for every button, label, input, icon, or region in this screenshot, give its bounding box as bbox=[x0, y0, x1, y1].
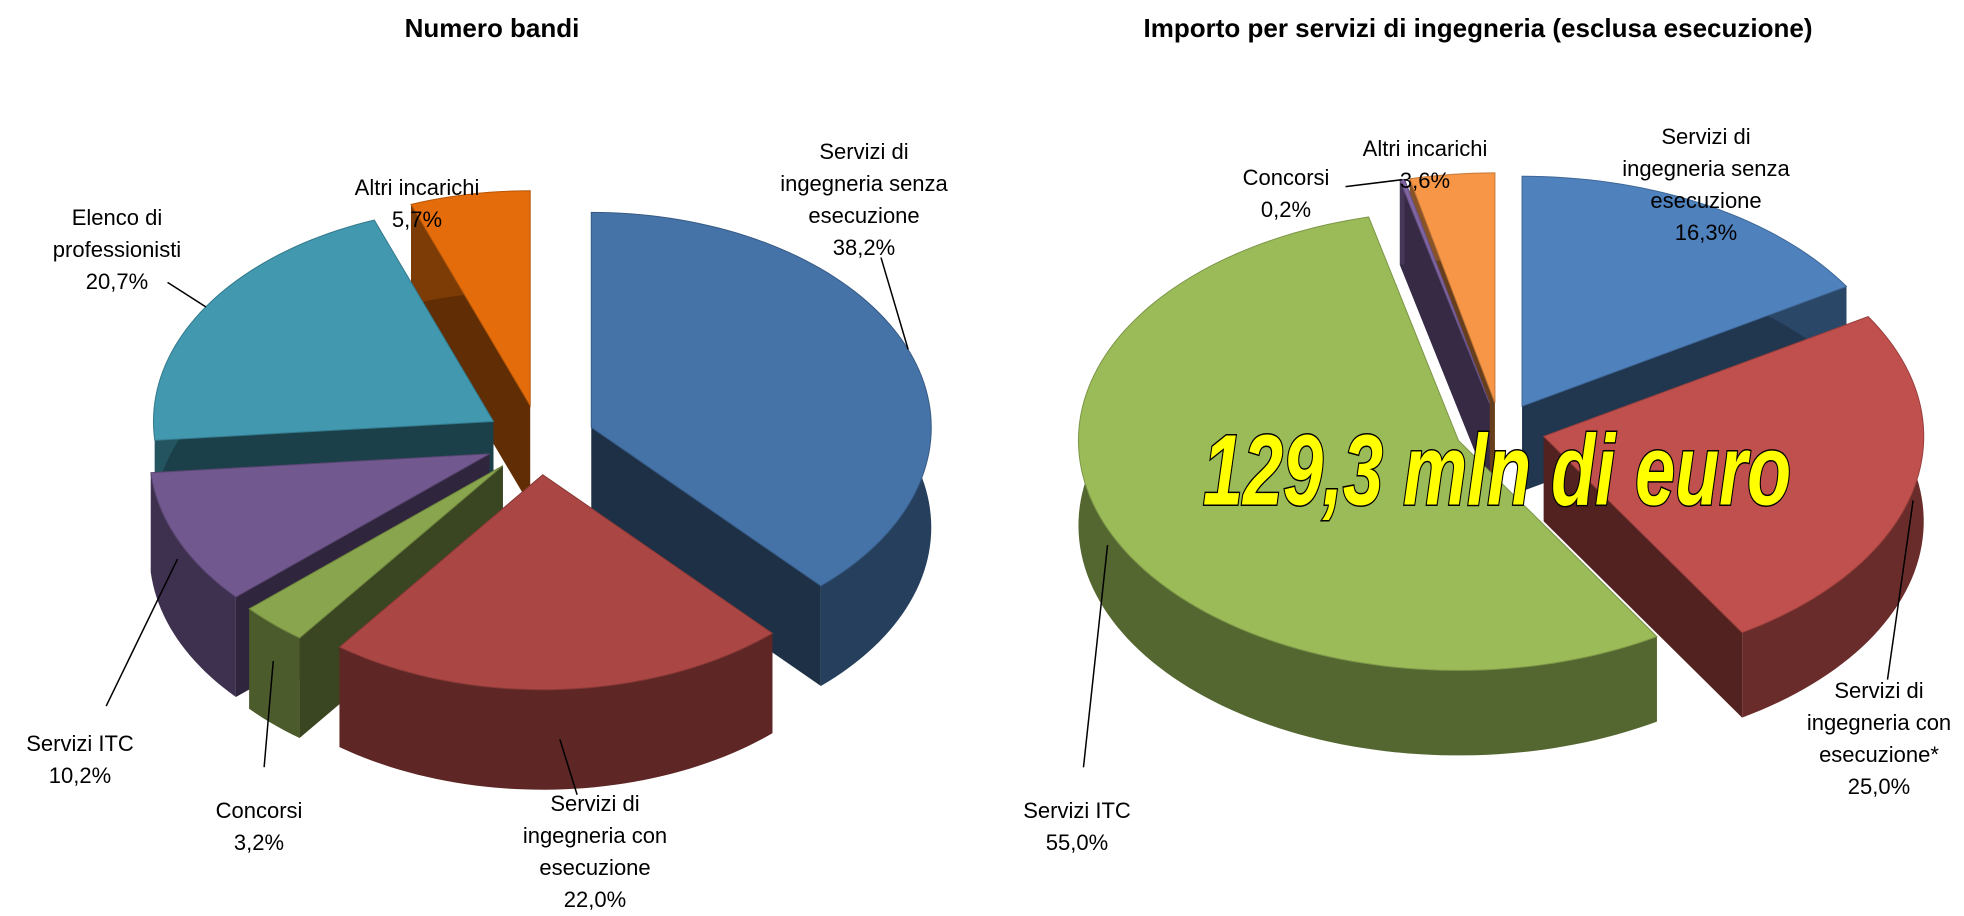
slice-side-wall bbox=[591, 427, 821, 686]
slice-outer-wall bbox=[1399, 179, 1405, 266]
slice-value: 0,2% bbox=[1260, 197, 1312, 222]
slice-value: 3,2% bbox=[233, 830, 285, 855]
slice-category: Elenco di professionisti bbox=[52, 205, 182, 262]
leader-line bbox=[167, 281, 207, 308]
leader-line bbox=[1082, 544, 1109, 768]
slice-outer-wall bbox=[249, 608, 300, 738]
leader-line bbox=[559, 739, 578, 795]
slice-side-wall bbox=[1543, 436, 1743, 718]
chart-title: Numero bandi bbox=[405, 13, 580, 43]
slice-category: Servizi di ingegneria senza esecuzione bbox=[1622, 124, 1790, 213]
slice-label: Servizi di ingegneria senza esecuzione 38… bbox=[769, 136, 959, 264]
chart-title: Importo per servizi di ingegneria (esclu… bbox=[1144, 13, 1813, 43]
leader-line bbox=[880, 257, 909, 350]
slice-label: Altri incarichi 3,6% bbox=[1330, 133, 1520, 197]
slice-label: Servizi di ingegneria con esecuzione* 25,… bbox=[1784, 675, 1964, 803]
leader-line bbox=[263, 661, 274, 768]
pie-slice bbox=[1077, 216, 1658, 671]
slice-category: Concorsi bbox=[1242, 165, 1330, 190]
pie-slice bbox=[1521, 175, 1848, 407]
slice-outer-wall bbox=[1742, 316, 1924, 718]
slice-label: Servizi di ingegneria senza esecuzione 16… bbox=[1611, 121, 1801, 249]
slice-side-wall bbox=[249, 465, 503, 709]
slice-value: 5,7% bbox=[391, 207, 443, 232]
leader-line bbox=[1345, 178, 1403, 188]
slice-label: Concorsi 0,2% bbox=[1191, 162, 1381, 226]
slice-category: Servizi ITC bbox=[26, 731, 134, 756]
slice-side-wall bbox=[1404, 179, 1490, 489]
slice-category: Altri incarichi bbox=[354, 175, 480, 200]
leader-line bbox=[105, 558, 179, 707]
slice-outer-wall bbox=[339, 633, 773, 790]
slice-value: 22,0% bbox=[563, 887, 627, 912]
slice-label: Altri incarichi 5,7% bbox=[322, 172, 512, 236]
pie-slice bbox=[338, 474, 774, 691]
pie-slice bbox=[248, 465, 504, 639]
leader-line bbox=[1886, 500, 1914, 680]
pie-slice bbox=[1542, 316, 1925, 634]
pie-slice bbox=[410, 190, 531, 408]
slice-category: Servizi di ingegneria con esecuzione bbox=[522, 791, 668, 880]
pie-slice bbox=[1409, 172, 1496, 404]
pie-slice bbox=[150, 453, 490, 598]
slice-value: 10,2% bbox=[48, 763, 112, 788]
slice-category: Altri incarichi bbox=[1362, 136, 1488, 161]
annotation: 129,3 mln di euro bbox=[1203, 415, 1791, 526]
slice-value: 38,2% bbox=[832, 235, 896, 260]
slice-value: 16,3% bbox=[1674, 220, 1738, 245]
slice-value: 25,0% bbox=[1847, 774, 1911, 799]
slice-label: Servizi di ingegneria con esecuzione 22,0… bbox=[500, 788, 690, 916]
slice-label: Elenco di professionisti 20,7% bbox=[22, 202, 212, 298]
slice-category: Servizi di ingegneria senza esecuzione bbox=[780, 139, 948, 228]
slice-category: Concorsi bbox=[215, 798, 303, 823]
slice-value: 3,6% bbox=[1399, 168, 1451, 193]
slice-label: Concorsi 3,2% bbox=[164, 795, 354, 859]
slice-category: Servizi ITC bbox=[1023, 798, 1131, 823]
slice-outer-wall bbox=[1078, 216, 1657, 756]
slice-category: Servizi di ingegneria con esecuzione* bbox=[1806, 678, 1952, 767]
slice-value: 20,7% bbox=[85, 269, 149, 294]
slice-outer-wall bbox=[150, 472, 236, 698]
slice-label: Servizi ITC 10,2% bbox=[0, 728, 175, 792]
slice-label: Servizi ITC 55,0% bbox=[982, 795, 1172, 859]
slice-value: 55,0% bbox=[1045, 830, 1109, 855]
